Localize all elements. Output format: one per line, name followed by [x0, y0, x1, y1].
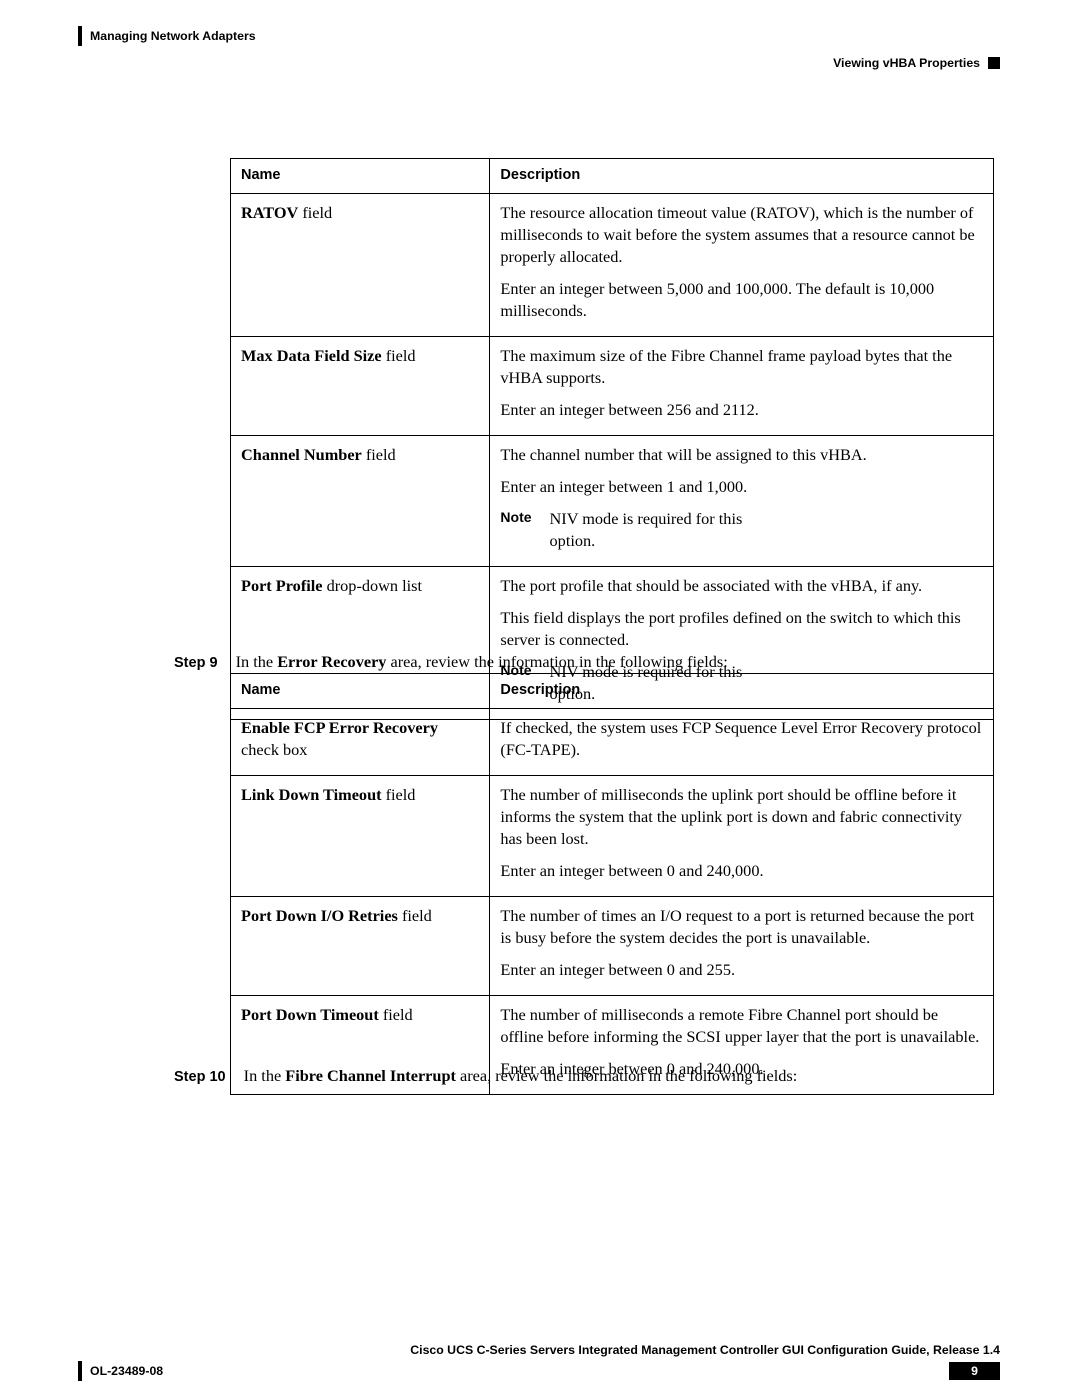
field-name-cell: Channel Number field — [231, 435, 490, 566]
field-name-cell: RATOV field — [231, 193, 490, 336]
description-cell: The maximum size of the Fibre Channel fr… — [490, 336, 994, 435]
description-cell: The number of milliseconds the uplink po… — [490, 775, 994, 896]
doc-id: OL-23489-08 — [90, 1364, 163, 1378]
desc-para: The maximum size of the Fibre Channel fr… — [500, 345, 983, 389]
desc-para: Enter an integer between 5,000 and 100,0… — [500, 278, 983, 322]
step-text-post: area, review the information in the foll… — [386, 652, 727, 671]
step-text-bold: Error Recovery — [277, 652, 386, 671]
note: Note NIV mode is required for this option… — [500, 508, 983, 552]
step-text-pre: In the — [244, 1066, 286, 1085]
desc-para: The number of times an I/O request to a … — [500, 905, 983, 949]
desc-para: The resource allocation timeout value (R… — [500, 202, 983, 268]
field-name-cell: Port Down I/O Retries field — [231, 896, 490, 995]
step-10: Step 10 In the Fibre Channel Interrupt a… — [174, 1066, 994, 1086]
step-text-bold: Fibre Channel Interrupt — [285, 1066, 456, 1085]
section-marker-icon — [988, 57, 1000, 69]
table-row: Port Down I/O Retries fieldThe number of… — [231, 896, 994, 995]
desc-para: The port profile that should be associat… — [500, 575, 983, 597]
note-label: Note — [500, 508, 531, 552]
change-bar-icon — [78, 1361, 82, 1381]
footer-doc-title: Cisco UCS C-Series Servers Integrated Ma… — [78, 1343, 1000, 1357]
col-description: Description — [490, 159, 994, 194]
properties-table-1: Name Description RATOV fieldThe resource… — [230, 158, 994, 720]
desc-para: Enter an integer between 256 and 2112. — [500, 399, 983, 421]
table-row: Channel Number field The channel number t… — [231, 435, 994, 566]
desc-para: The channel number that will be assigned… — [500, 444, 983, 466]
properties-table-2: Name Description Enable FCP Error Recove… — [230, 673, 994, 1095]
step-label: Step 9 — [174, 655, 218, 671]
note-text: NIV mode is required for this option. — [550, 508, 780, 552]
chapter-title-text: Managing Network Adapters — [90, 29, 256, 43]
step-text-post: area, review the information in the foll… — [456, 1066, 797, 1085]
desc-para: Enter an integer between 1 and 1,000. — [500, 476, 983, 498]
desc-para: Enter an integer between 0 and 255. — [500, 959, 983, 981]
field-name-cell: Link Down Timeout field — [231, 775, 490, 896]
section-title: Viewing vHBA Properties — [833, 56, 980, 70]
description-cell: The resource allocation timeout value (R… — [490, 193, 994, 336]
col-description: Description — [490, 674, 994, 709]
field-name-cell: Enable FCP Error Recovery check box — [231, 708, 490, 775]
col-name: Name — [231, 674, 490, 709]
description-cell: The channel number that will be assigned… — [490, 435, 994, 566]
table-row: Link Down Timeout fieldThe number of mil… — [231, 775, 994, 896]
step-label: Step 10 — [174, 1069, 226, 1085]
desc-para: This field displays the port profiles de… — [500, 607, 983, 651]
desc-para: The number of milliseconds the uplink po… — [500, 784, 983, 850]
desc-para: If checked, the system uses FCP Sequence… — [500, 717, 983, 761]
table-row: Enable FCP Error Recovery check boxIf ch… — [231, 708, 994, 775]
desc-para: The number of milliseconds a remote Fibr… — [500, 1004, 983, 1048]
description-cell: The number of times an I/O request to a … — [490, 896, 994, 995]
step-9: Step 9 In the Error Recovery area, revie… — [174, 652, 994, 672]
table-row: RATOV fieldThe resource allocation timeo… — [231, 193, 994, 336]
field-name-cell: Max Data Field Size field — [231, 336, 490, 435]
page-number: 9 — [949, 1362, 1000, 1380]
change-bar-icon — [78, 26, 82, 46]
step-text-pre: In the — [236, 652, 278, 671]
desc-para: Enter an integer between 0 and 240,000. — [500, 860, 983, 882]
chapter-title: Managing Network Adapters — [78, 26, 256, 46]
col-name: Name — [231, 159, 490, 194]
page-footer: Cisco UCS C-Series Servers Integrated Ma… — [78, 1343, 1000, 1381]
description-cell: If checked, the system uses FCP Sequence… — [490, 708, 994, 775]
table-row: Max Data Field Size fieldThe maximum siz… — [231, 336, 994, 435]
